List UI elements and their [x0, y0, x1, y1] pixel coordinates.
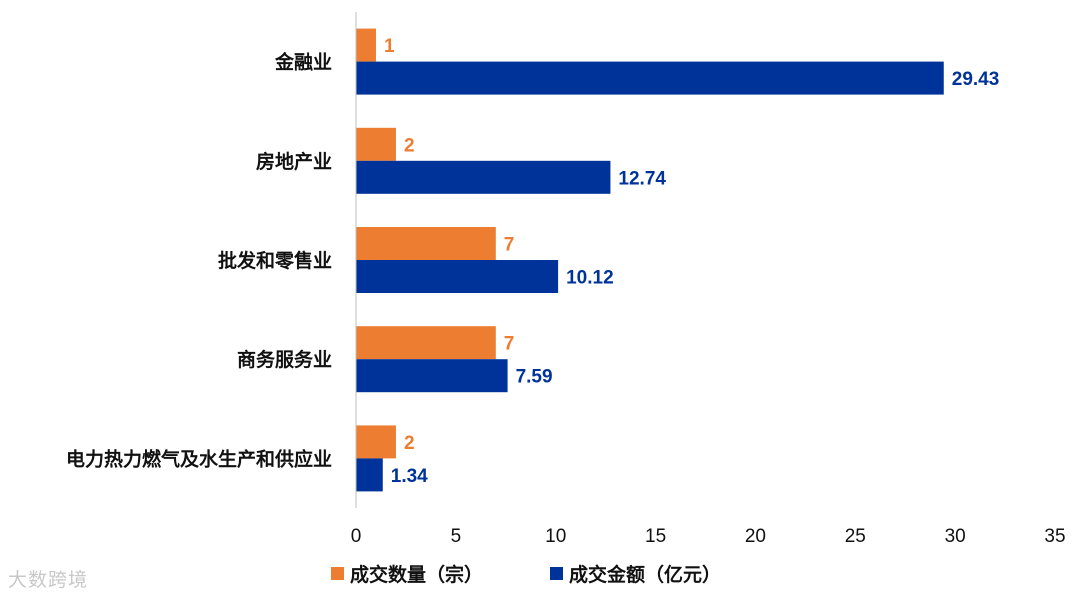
watermark-logo: 大数跨境	[8, 569, 89, 591]
legend-label-amount: 成交金额（亿元）	[569, 563, 721, 586]
bar-amount	[356, 458, 383, 492]
x-tick-label: 10	[545, 526, 566, 547]
data-label-amount: 10.12	[566, 268, 614, 289]
data-label-amount: 7.59	[516, 367, 553, 388]
bar-amount	[356, 160, 611, 194]
x-tick-label: 25	[845, 526, 866, 547]
data-label-count: 7	[504, 235, 515, 256]
data-label-count: 2	[404, 135, 415, 156]
bar-amount	[356, 260, 559, 293]
category-label: 房地产业	[256, 150, 332, 173]
bar-amount	[356, 61, 944, 95]
x-tick-label: 0	[351, 526, 362, 547]
legend-swatch-amount	[550, 567, 563, 580]
x-tick-label: 5	[451, 526, 462, 547]
bar-count	[356, 127, 396, 161]
category-label: 金融业	[274, 51, 332, 74]
x-tick-label: 30	[945, 526, 966, 547]
category-label: 批发和零售业	[218, 249, 332, 272]
legend: 成交数量（宗） 成交金额（亿元）	[331, 563, 721, 586]
bars-group	[356, 28, 944, 492]
x-tick-labels-group: 0 5 10 15 20 25 30 35	[351, 526, 1066, 547]
x-tick-label: 35	[1044, 526, 1065, 547]
data-label-count: 7	[504, 334, 515, 355]
legend-swatch-count	[331, 567, 344, 580]
bar-count	[356, 28, 376, 62]
data-label-amount: 29.43	[952, 69, 1000, 90]
bar-count	[356, 326, 496, 360]
bar-amount	[356, 359, 508, 393]
data-label-count: 2	[404, 433, 415, 454]
category-label: 电力热力燃气及水生产和供应业	[66, 447, 332, 470]
legend-label-count: 成交数量（宗）	[350, 563, 483, 586]
x-tick-label: 15	[645, 526, 666, 547]
data-label-count: 1	[384, 36, 395, 57]
data-label-amount: 1.34	[391, 466, 428, 487]
bar-count	[356, 425, 396, 459]
x-tick-label: 20	[745, 526, 766, 547]
category-label: 商务服务业	[237, 348, 332, 371]
bar-count	[356, 227, 496, 260]
data-label-amount: 12.74	[618, 168, 666, 189]
